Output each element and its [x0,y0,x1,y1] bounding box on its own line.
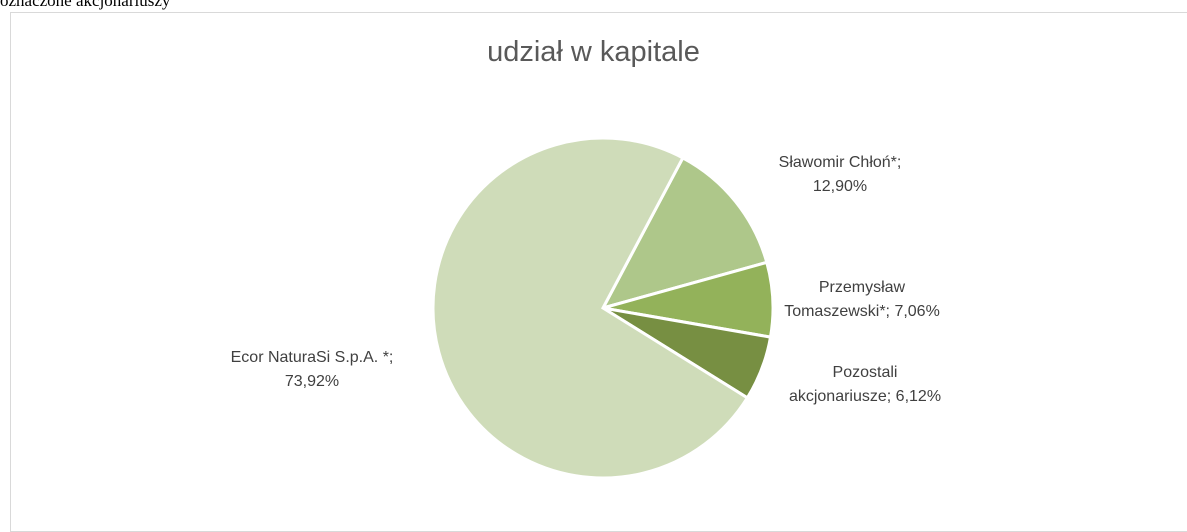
caption: oznaczone akcjonariuszy [0,0,171,10]
pie-slice [600,155,769,311]
data-label: Przemysław Tomaszewski*; 7,06% [784,279,940,320]
pie-slice [431,136,750,480]
chart-title: udział w kapitale [487,36,700,68]
data-label: Ecor NaturaSi S.p.A. *; 73,92% [230,349,394,390]
data-label: Sławomir Chłoń*; 12,90% [778,154,902,195]
data-label: Pozostali akcjonariusze; 6,12% [788,364,942,405]
